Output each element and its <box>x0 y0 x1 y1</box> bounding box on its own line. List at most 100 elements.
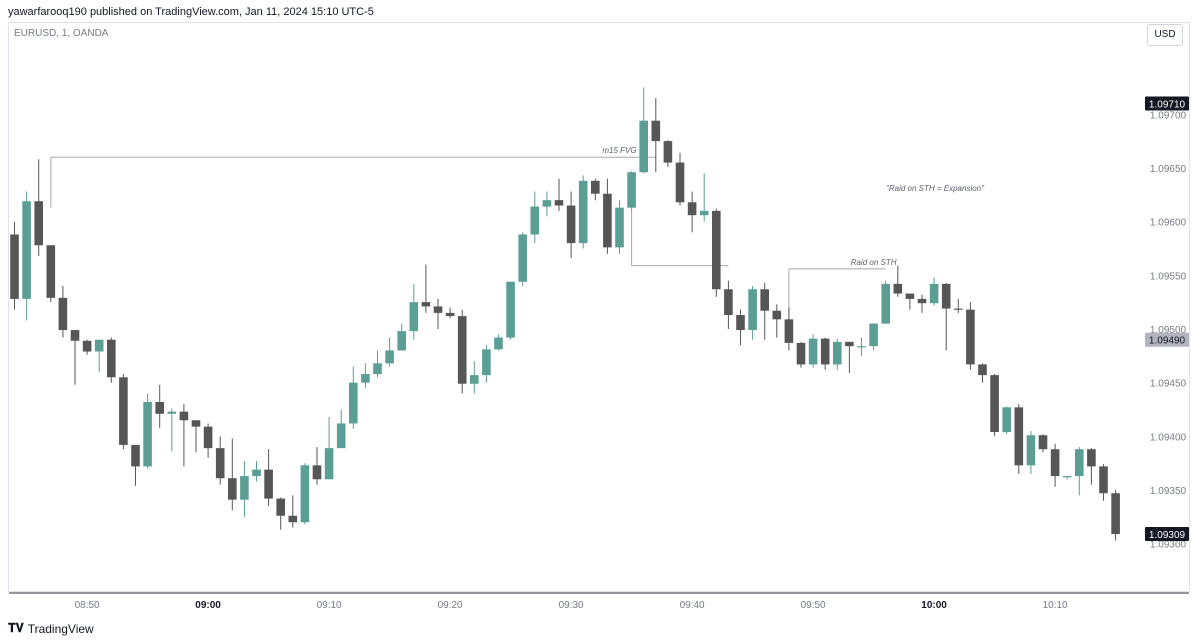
candle-body <box>687 202 697 216</box>
candle-body <box>966 309 975 365</box>
footer-brand-label: TradingView <box>27 621 94 636</box>
y-tick-label: 1.09650 <box>1150 164 1187 175</box>
candle-body <box>276 498 285 516</box>
candle-body <box>409 302 419 332</box>
candle-body <box>324 448 334 480</box>
candle-body <box>46 245 56 298</box>
candle-body <box>566 205 576 244</box>
candle-body <box>1075 449 1084 477</box>
candle-body <box>990 375 999 433</box>
candle-body <box>917 298 927 304</box>
y-tick-label: 1.09500 <box>1150 325 1187 336</box>
candle-body <box>772 310 782 320</box>
symbol-label: EURUSD, 1, OANDA <box>14 28 109 39</box>
candle-body <box>603 193 612 248</box>
candle-body <box>264 469 273 499</box>
candle-body <box>22 201 31 299</box>
candle-body <box>796 342 806 365</box>
candle-body <box>228 478 237 500</box>
x-tick-label: 09:30 <box>559 600 584 611</box>
candle-body <box>288 515 298 523</box>
candle-body <box>578 180 588 244</box>
publisher-header: yawarfarooq190 published on TradingView.… <box>8 6 374 18</box>
candle-body <box>845 341 854 347</box>
footer-brand: 𝐓𝐕 TradingView <box>8 621 94 636</box>
price-label-text: 1.09710 <box>1149 100 1186 111</box>
candle-body <box>820 338 830 365</box>
candle-body <box>94 339 104 352</box>
candle-body <box>1062 476 1072 478</box>
candle-body <box>554 200 564 206</box>
candle-body <box>978 364 987 376</box>
candle-body <box>857 346 866 348</box>
candle-body <box>470 375 479 384</box>
candle-body <box>433 306 443 313</box>
candle-body <box>457 316 467 384</box>
candle-body <box>615 207 624 248</box>
chart-frame <box>8 22 1190 592</box>
candle-body <box>1002 407 1011 433</box>
candle-body <box>445 312 455 317</box>
candle-body <box>1014 407 1024 466</box>
annotation-raid-on-sth: Raid on STH <box>851 258 897 267</box>
candle-body <box>941 283 951 309</box>
y-tick-label: 1.09450 <box>1150 379 1187 390</box>
candle-body <box>34 201 43 246</box>
candle-body <box>240 476 249 500</box>
candle-body <box>421 302 431 307</box>
candle-body <box>736 315 745 331</box>
annotation-expansion: "Raid on STH = Expansion" <box>886 184 985 193</box>
x-tick-label: 09:10 <box>317 600 342 611</box>
annotation-m15-fvg: m15 FVG <box>602 146 636 155</box>
candle-body <box>167 411 177 414</box>
candle-body <box>881 283 890 324</box>
candle-body <box>699 210 709 216</box>
candle-body <box>530 206 540 235</box>
candle-body <box>506 281 515 338</box>
candle-body <box>1050 449 1060 477</box>
candle-body <box>300 465 310 523</box>
y-tick-label: 1.09700 <box>1150 110 1187 121</box>
price-label-text: 1.09490 <box>1149 336 1186 347</box>
candle-body <box>591 180 600 194</box>
candle-body <box>203 426 213 449</box>
candle-body <box>494 337 503 350</box>
candle-body <box>748 289 757 331</box>
candle-body <box>954 308 963 310</box>
candle-body <box>627 172 636 208</box>
candle-body <box>361 374 370 383</box>
price-label-box <box>1145 96 1189 111</box>
candle-body <box>639 120 648 173</box>
x-tick-label: 09:20 <box>438 600 463 611</box>
candle-body <box>833 341 842 365</box>
y-tick-label: 1.09550 <box>1150 271 1187 282</box>
candle-body <box>385 350 394 364</box>
currency-button[interactable]: USD <box>1147 24 1183 46</box>
candle-body <box>336 423 346 449</box>
candle-body <box>1111 493 1120 535</box>
candle-body <box>10 234 19 299</box>
candle-body <box>131 444 140 467</box>
candle-body <box>1087 449 1096 467</box>
candle-body <box>70 330 80 341</box>
candle-body <box>312 465 322 480</box>
candle-body <box>119 377 128 445</box>
candle-body <box>808 338 818 365</box>
y-tick-label: 1.09350 <box>1150 486 1187 497</box>
x-tick-label: 08:50 <box>75 600 100 611</box>
price-label-box <box>1145 527 1189 542</box>
price-label-text: 1.09309 <box>1149 530 1186 541</box>
candle-body <box>675 162 685 203</box>
candle-body <box>155 401 164 414</box>
candle-body <box>760 289 769 311</box>
candle-body <box>349 382 358 424</box>
x-tick-label: 09:40 <box>680 600 705 611</box>
candle-body <box>252 469 261 477</box>
candle-body <box>518 234 527 282</box>
candle-body <box>712 210 721 290</box>
candle-body <box>1099 466 1108 494</box>
candle-body <box>724 289 733 316</box>
candle-body <box>905 293 915 299</box>
y-tick-label: 1.09400 <box>1150 432 1187 443</box>
